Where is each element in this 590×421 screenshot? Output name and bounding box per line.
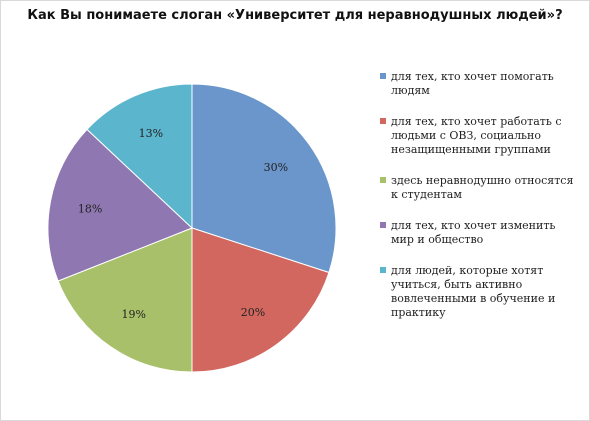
legend-item-1: для тех, кто хочет помогать людям <box>380 70 580 98</box>
legend-swatch-2 <box>380 118 386 124</box>
chart-legend: для тех, кто хочет помогать людям для тех… <box>380 70 580 337</box>
legend-swatch-4 <box>380 222 386 228</box>
legend-label-1: для тех, кто хочет помогать людям <box>391 70 554 97</box>
legend-swatch-5 <box>380 267 386 273</box>
legend-label-5: для людей, которые хотят учиться, быть а… <box>391 264 556 319</box>
slice-label-2: 20% <box>241 306 265 319</box>
pie-slice-3 <box>57 227 193 373</box>
pie-slice-4 <box>47 128 193 282</box>
legend-label-4: для тех, кто хочет изменить мир и общест… <box>391 219 556 246</box>
legend-label-3: здесь неравнодушно относятся к студентам <box>391 174 574 201</box>
pie-slice-5 <box>86 83 193 230</box>
slice-label-5: 13% <box>139 127 163 140</box>
legend-swatch-3 <box>380 177 386 183</box>
chart-title: Как Вы понимаете слоган «Университет для… <box>27 8 563 23</box>
legend-item-2: для тех, кто хочет работать с людьми с О… <box>380 115 580 157</box>
legend-swatch-1 <box>380 73 386 79</box>
slice-label-3: 19% <box>121 308 145 321</box>
pie-slice-2 <box>191 227 330 373</box>
legend-label-2: для тех, кто хочет работать с людьми с О… <box>391 115 562 156</box>
slice-label-1: 30% <box>264 161 288 174</box>
legend-item-3: здесь неравнодушно относятся к студентам <box>380 174 580 202</box>
pie-slice-1 <box>191 83 337 274</box>
legend-item-5: для людей, которые хотят учиться, быть а… <box>380 264 580 320</box>
slice-label-4: 18% <box>78 203 102 216</box>
legend-item-4: для тех, кто хочет изменить мир и общест… <box>380 219 580 247</box>
